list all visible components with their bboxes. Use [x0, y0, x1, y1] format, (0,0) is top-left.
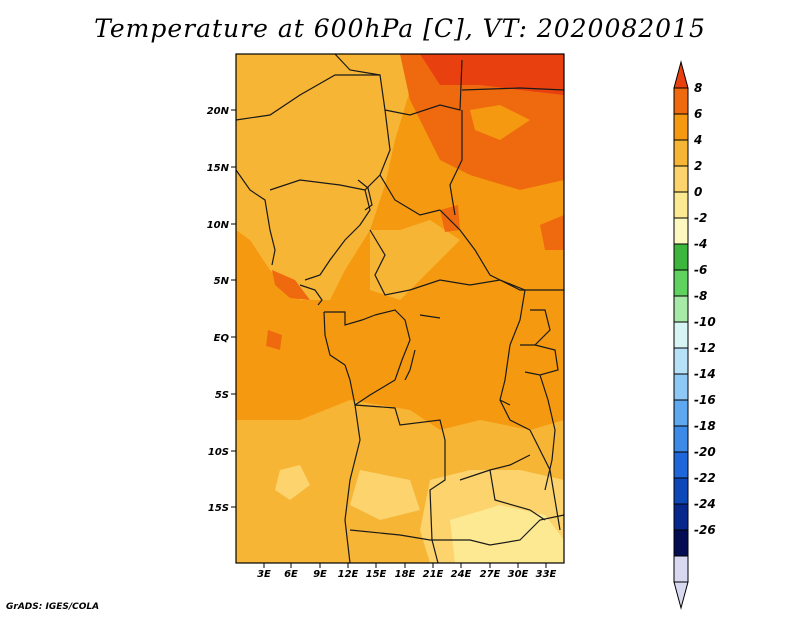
lon-tick-label: 21E	[423, 569, 444, 580]
colorbar-swatch	[673, 451, 689, 479]
colorbar-label: 0	[694, 185, 702, 199]
lat-tick-label: 15S	[208, 503, 229, 514]
lat-tick-label: 15N	[207, 163, 230, 174]
colorbar-label: -6	[694, 263, 707, 277]
region-hottest-northeast	[420, 54, 564, 95]
colorbar-swatch	[673, 243, 689, 271]
colorbar-swatch	[673, 217, 689, 245]
lon-tick-label: 24E	[451, 569, 472, 580]
colorbar-top-arrow	[673, 60, 689, 89]
colorbar-label: -2	[694, 211, 707, 225]
colorbar-swatch	[673, 399, 689, 427]
region-warm-north	[236, 54, 410, 300]
colorbar-label: -22	[694, 471, 716, 485]
region-hot-cameroon	[272, 270, 310, 300]
colorbar-label: -12	[694, 341, 716, 355]
colorbar: 8 6 4 2 0 -2 -4 -6 -8 -10 -12 -14 -16 -18 -20 -22 -24 -26	[673, 60, 716, 610]
colorbar-swatch	[673, 139, 689, 167]
lon-tick-label: 3E	[257, 569, 271, 580]
colorbar-swatch	[673, 269, 689, 297]
colorbar-swatch	[673, 321, 689, 349]
colorbar-swatch	[673, 87, 689, 115]
lon-tick-label: 15E	[366, 569, 387, 580]
region-light-angola	[350, 470, 420, 520]
colorbar-label: -4	[694, 237, 707, 251]
colorbar-label: 2	[694, 159, 702, 173]
lon-tick-label: 18E	[395, 569, 416, 580]
colorbar-swatch	[673, 477, 689, 505]
region-pale-southeast	[450, 505, 564, 563]
region-light-west	[275, 465, 310, 500]
colorbar-label: 4	[693, 133, 702, 147]
colorbar-swatch	[673, 165, 689, 193]
colorbar-label: -8	[694, 289, 707, 303]
colorbar-label: -20	[694, 445, 716, 459]
lat-tick-label: 20N	[207, 106, 230, 117]
colorbar-swatch	[673, 425, 689, 453]
lon-tick-label: 30E	[508, 569, 529, 580]
region-hot-east	[540, 215, 564, 250]
colorbar-bottom-arrow	[673, 581, 689, 610]
colorbar-swatch	[673, 555, 689, 583]
region-warm-central	[370, 220, 460, 300]
colorbar-swatch	[673, 373, 689, 401]
map-frame	[235, 53, 565, 564]
region-mid-northeast	[470, 105, 530, 140]
colorbar-swatch	[673, 503, 689, 531]
colorbar-swatch	[673, 295, 689, 323]
colorbar-swatch	[673, 347, 689, 375]
region-hot-gabon	[266, 330, 282, 350]
colorbar-swatch	[673, 191, 689, 219]
country-borders	[235, 53, 565, 564]
lon-tick-label: 9E	[313, 569, 327, 580]
colorbar-label: -24	[694, 497, 716, 511]
colorbar-swatch	[673, 529, 689, 557]
lon-axis: 3E 6E 9E 12E 15E 18E 21E 24E 27E 30E 33E	[257, 563, 557, 580]
lat-axis: 20N 15N 10N 5N EQ 5S 10S 15S	[207, 106, 236, 514]
colorbar-label: -14	[694, 367, 716, 381]
lat-tick-label: EQ	[214, 333, 230, 344]
lon-tick-label: 33E	[536, 569, 557, 580]
lat-tick-label: 10S	[208, 447, 229, 458]
colorbar-label: -26	[694, 523, 716, 537]
colorbar-swatch	[673, 113, 689, 141]
colorbar-label: -16	[694, 393, 716, 407]
lat-tick-label: 5S	[215, 390, 229, 401]
lon-tick-label: 6E	[284, 569, 298, 580]
colorbar-label: -10	[694, 315, 716, 329]
lat-tick-label: 10N	[207, 220, 230, 231]
chart-title: Temperature at 600hPa [C], VT: 202008201…	[94, 14, 706, 43]
map-panel	[235, 53, 565, 564]
credit-text: GrADS: IGES/COLA	[6, 602, 100, 612]
lon-tick-label: 12E	[338, 569, 359, 580]
colorbar-label: 6	[694, 107, 702, 121]
colorbar-label: 8	[694, 81, 702, 95]
lon-tick-label: 27E	[480, 569, 501, 580]
lat-tick-label: 5N	[214, 276, 230, 287]
colorbar-label: -18	[694, 419, 716, 433]
